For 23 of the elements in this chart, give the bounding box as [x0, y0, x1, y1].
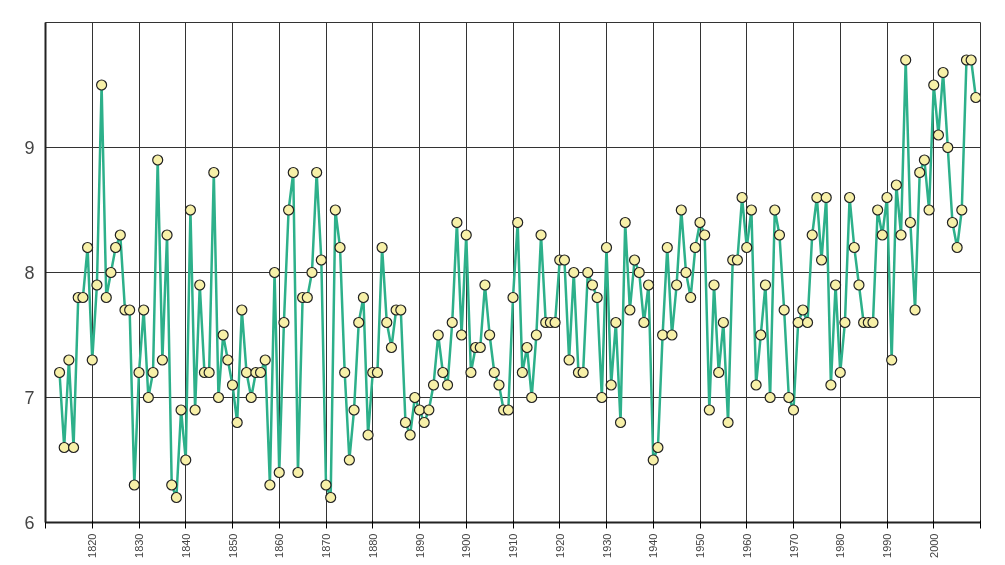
y-tick-label: 8 — [24, 263, 35, 283]
y-tick-label: 6 — [24, 513, 35, 533]
x-tick-label: 1820 — [86, 533, 99, 558]
x-tick-label: 1880 — [366, 533, 379, 558]
x-tick-label: 1940 — [647, 533, 660, 558]
x-tick-label: 1870 — [320, 533, 332, 558]
x-tick-label: 1960 — [740, 533, 753, 558]
x-tick-label: 1910 — [507, 533, 519, 558]
x-tick-label: 1950 — [694, 533, 706, 558]
x-tick-label: 1990 — [881, 533, 893, 558]
x-tick-label: 1920 — [553, 533, 566, 558]
x-tick-label: 1830 — [133, 533, 145, 558]
x-tick-label: 1850 — [226, 533, 239, 558]
y-tick-label: 7 — [24, 388, 35, 408]
x-tick-label: 1970 — [787, 533, 800, 558]
x-tick-label: 1840 — [179, 533, 192, 558]
x-tick-label: 2000 — [927, 533, 940, 558]
x-tick-label: 1930 — [600, 533, 613, 558]
x-tick-label: 1860 — [273, 533, 286, 558]
y-tick-label: 9 — [24, 138, 35, 158]
x-tick-label: 1890 — [413, 533, 426, 558]
x-tick-label: 1980 — [834, 533, 847, 558]
x-tick-label: 1900 — [460, 533, 473, 558]
